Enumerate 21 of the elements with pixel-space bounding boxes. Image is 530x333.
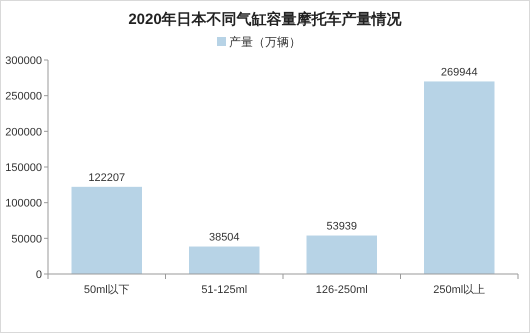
bar <box>424 81 494 274</box>
legend-label: 产量（万辆） <box>229 35 301 49</box>
x-tick-label: 250ml以上 <box>433 283 486 296</box>
y-tick-label: 50000 <box>11 233 42 246</box>
data-label: 38504 <box>208 232 240 244</box>
y-tick-label: 150000 <box>5 162 42 174</box>
y-tick-label: 300000 <box>5 55 42 67</box>
data-label: 53939 <box>326 220 358 233</box>
y-tick-label: 100000 <box>5 198 42 210</box>
x-tick-label: 50ml以下 <box>84 283 130 296</box>
bar <box>72 186 142 274</box>
y-tick-label: 200000 <box>5 126 42 138</box>
chart-title: 2020年日本不同气缸容量摩托车产量情况 <box>128 10 403 28</box>
x-tick-label: 126-250ml <box>316 284 368 296</box>
bar <box>189 246 260 274</box>
bar <box>306 236 377 274</box>
y-tick-label: 250000 <box>5 90 42 103</box>
data-label: 269944 <box>440 66 478 78</box>
data-label: 122207 <box>88 172 126 184</box>
x-tick-label: 51-125ml <box>201 284 248 296</box>
y-tick-label: 0 <box>36 269 42 281</box>
